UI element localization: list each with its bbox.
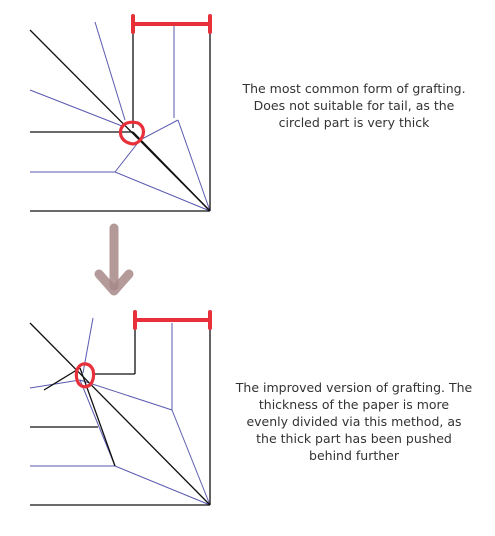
caption-improved-grafting: The improved version of grafting. The th… [228,379,480,464]
caption-line: The most common form of grafting. [242,81,466,96]
thick-point-circle [118,120,146,146]
caption-line: the thick part has been pushed [256,431,452,446]
blue-crease [29,89,123,127]
black-crease [43,367,81,391]
black-crease-diagonal [29,322,211,506]
blue-crease [177,119,211,212]
caption-common-grafting: The most common form of grafting. Does n… [228,80,480,131]
black-crease [132,131,211,212]
black-crease [79,367,116,467]
crease-pattern-improved-grafting [29,310,212,506]
black-crease-lines [29,25,211,212]
thick-point-circle [74,362,96,389]
blue-crease [139,119,179,141]
black-crease-lines [29,320,211,506]
blue-crease [94,21,126,121]
blue-crease [171,409,211,506]
caption-line: Does not suitable for tail, as the [253,98,455,113]
caption-line: evenly divided via this method, as [246,414,462,429]
caption-line: circled part is very thick [278,115,430,130]
blue-crease [114,139,141,173]
blue-crease-lines [29,21,211,212]
blue-crease [79,379,116,467]
blue-crease [79,379,173,411]
caption-line: behind further [309,448,399,463]
width-marker [131,14,212,34]
down-arrow-icon [94,223,134,296]
crease-pattern-common-grafting [29,14,212,212]
caption-line: The improved version of grafting. The [235,380,473,395]
blue-crease-lines [29,317,211,506]
caption-line: thickness of the paper is more [258,397,450,412]
blue-crease [114,171,211,212]
width-marker [133,310,212,330]
blue-crease [114,465,211,506]
